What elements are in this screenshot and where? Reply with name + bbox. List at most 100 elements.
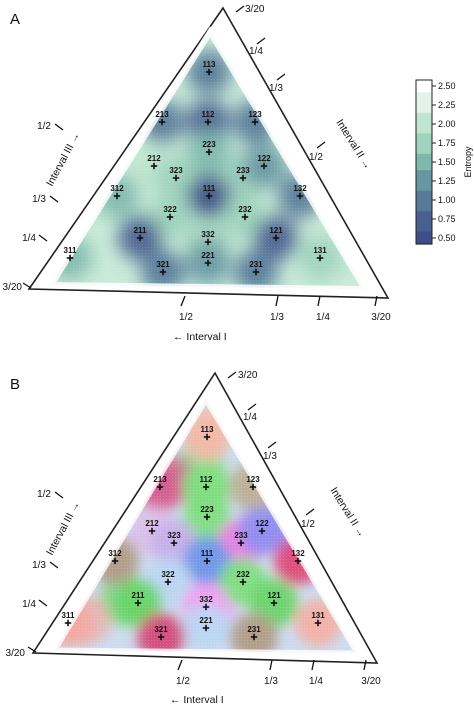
b-point-label-323: 323 — [167, 531, 181, 540]
a-point-213 — [158, 118, 166, 126]
b-i1-tick-0: 1/2 — [176, 676, 190, 687]
b-point-231 — [250, 633, 258, 641]
b-point-322 — [164, 578, 172, 586]
a-i1-tick-0: 1/2 — [179, 312, 193, 323]
b-axis-title-interval-2: Interval II → — [327, 485, 367, 539]
colorbar-swatch-25 — [416, 182, 432, 188]
colorbar-swatches — [416, 80, 432, 245]
b-point-221 — [202, 624, 210, 632]
colorbar-swatch-31 — [416, 207, 432, 212]
a-point-label-332: 332 — [201, 230, 215, 239]
a-point-label-132: 132 — [293, 184, 307, 193]
colorbar-swatch-33 — [416, 215, 432, 220]
a-point-label-212: 212 — [147, 154, 161, 163]
panel-b-tick-labels: 3/20 1/4 1/3 1/2 1/2 1/3 1/4 3/20 1/2 1/… — [6, 370, 382, 687]
a-i2-tick-2: 1/3 — [269, 83, 283, 94]
a-point-221 — [204, 259, 212, 267]
b-point-112 — [202, 483, 210, 491]
colorbar-swatch-26 — [416, 186, 432, 192]
b-point-113 — [203, 433, 211, 441]
a-point-label-311: 311 — [64, 246, 77, 255]
b-i3-tick-1: 1/3 — [32, 560, 46, 571]
a-axis-title-interval-2: Interval II → — [333, 117, 373, 171]
colorbar-tick-label-8: 0.50 — [438, 233, 456, 243]
b-point-223 — [203, 513, 211, 521]
a-i3-tick-0: 1/2 — [37, 121, 51, 132]
b-point-label-321: 321 — [154, 625, 168, 634]
colorbar-swatch-35 — [416, 223, 432, 229]
panel-a-points: 113 213 112 123 223 212 323 233 122 312 111 132 322 2… — [64, 60, 327, 276]
a-i1-tick-1: 1/3 — [270, 312, 284, 323]
a-point-label-123: 123 — [248, 110, 262, 119]
b-point-label-111: 111 — [201, 549, 214, 558]
colorbar-tick-label-7: 0.75 — [438, 214, 456, 224]
b-point-label-112: 112 — [200, 475, 213, 484]
a-point-212 — [150, 162, 158, 170]
a-point-232 — [241, 213, 249, 221]
a-point-label-111: 111 — [203, 184, 216, 193]
b-point-label-232: 232 — [236, 570, 250, 579]
b-point-label-212: 212 — [145, 519, 159, 528]
b-point-label-223: 223 — [200, 505, 214, 514]
a-point-332 — [204, 238, 212, 246]
colorbar-title: Entropy — [463, 146, 473, 178]
b-point-label-121: 121 — [267, 591, 281, 600]
b-point-label-122: 122 — [255, 519, 269, 528]
panel-a-letter: A — [10, 11, 20, 28]
colorbar-swatch-16 — [416, 145, 432, 151]
colorbar-swatch-21 — [416, 166, 432, 171]
a-i1-tick-3: 3/20 — [371, 312, 391, 323]
colorbar-swatch-7 — [416, 108, 432, 114]
b-point-332 — [202, 603, 210, 611]
colorbar-swatch-3 — [416, 92, 432, 97]
b-point-311 — [64, 619, 72, 627]
b-point-321 — [157, 633, 165, 641]
a-point-322 — [166, 213, 174, 221]
a-point-label-312: 312 — [110, 184, 124, 193]
colorbar-swatch-24 — [416, 178, 432, 184]
b-point-132 — [294, 557, 302, 565]
colorbar-swatch-0 — [416, 80, 432, 85]
colorbar-ticks: 2.50 2.25 2.00 1.75 1.50 1.25 1.00 0.75 0.50 — [432, 81, 456, 243]
b-point-label-113: 113 — [201, 425, 214, 434]
colorbar-swatch-15 — [416, 141, 432, 147]
a-point-label-223: 223 — [202, 140, 216, 149]
b-i1-tick-1: 1/3 — [264, 676, 278, 687]
colorbar-swatch-13 — [416, 133, 432, 138]
panel-b-ticks — [27, 371, 367, 671]
a-point-label-121: 121 — [269, 226, 283, 235]
b-point-label-213: 213 — [153, 475, 167, 484]
colorbar-swatch-5 — [416, 100, 432, 106]
a-axis-title-interval-1: ← Interval I — [173, 331, 227, 343]
colorbar-swatch-1 — [416, 84, 432, 89]
a-point-label-231: 231 — [249, 260, 263, 269]
b-point-232 — [239, 578, 247, 586]
a-i2-tick-1: 1/4 — [249, 46, 263, 57]
a-point-123 — [251, 118, 259, 126]
colorbar-tick-label-2: 2.00 — [438, 119, 456, 129]
b-i1-tick-2: 1/4 — [309, 676, 323, 687]
a-point-311 — [66, 254, 74, 262]
a-point-113 — [205, 68, 213, 76]
colorbar-swatch-14 — [416, 137, 432, 143]
panel-b-points: 113 213 112 123 223 212 323 233 122 312 111 132 322 2… — [62, 425, 325, 641]
a-point-label-233: 233 — [236, 166, 250, 175]
b-point-213 — [156, 483, 164, 491]
b-point-label-123: 123 — [246, 475, 260, 484]
colorbar-tick-label-6: 1.00 — [438, 195, 456, 205]
b-point-212 — [148, 527, 156, 535]
colorbar-swatch-34 — [416, 219, 432, 225]
colorbar-swatch-36 — [416, 227, 432, 233]
colorbar-swatch-32 — [416, 211, 432, 216]
colorbar-swatch-20 — [416, 162, 432, 167]
colorbar-swatch-9 — [416, 116, 432, 122]
b-point-312 — [111, 557, 119, 565]
a-point-131 — [316, 254, 324, 262]
b-i2-tick-1: 1/4 — [243, 412, 257, 423]
a-point-111 — [205, 192, 213, 200]
a-point-122 — [260, 162, 268, 170]
colorbar-tick-label-4: 1.50 — [438, 157, 456, 167]
a-i3-tick-2: 1/4 — [22, 233, 36, 244]
b-i2-tick-3: 1/2 — [301, 519, 315, 530]
